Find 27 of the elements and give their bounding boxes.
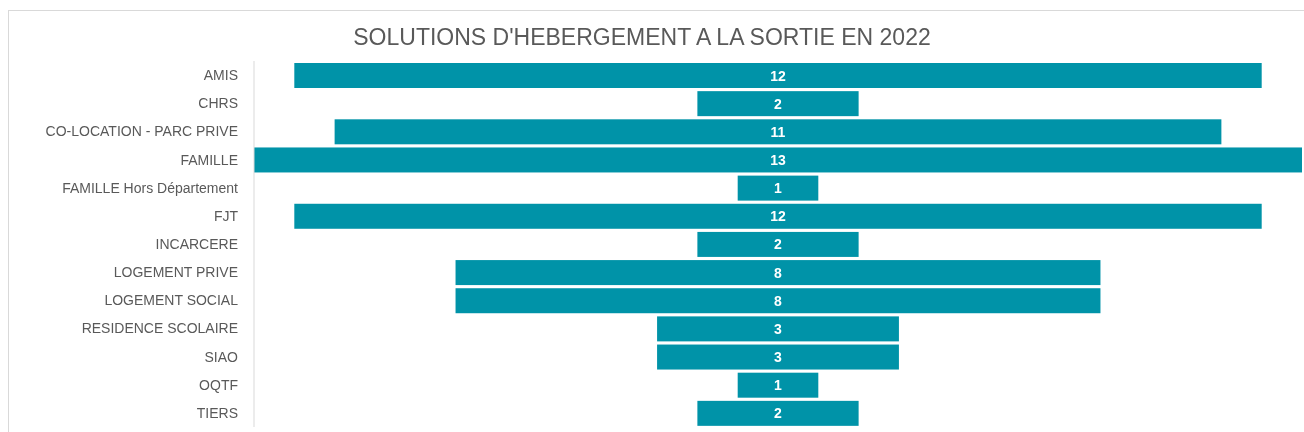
data-label: 2 (774, 405, 783, 422)
data-label: 2 (774, 236, 783, 253)
category-label: AMIS (203, 67, 238, 84)
data-label: 2 (774, 95, 783, 112)
category-label: OQTF (199, 376, 238, 393)
data-label: 1 (774, 377, 783, 394)
category-label: FAMILLE (180, 151, 238, 168)
data-label: 12 (770, 67, 786, 84)
data-label: 3 (774, 320, 783, 337)
data-label: 3 (774, 349, 783, 366)
category-label: RESIDENCE SCOLAIRE (81, 320, 238, 337)
text: SOLUTIONS D'HEBERGEMENT A LA SORTIE EN 2022 (352, 23, 932, 52)
category-label: CO-LOCATION - PARC PRIVE (45, 123, 238, 140)
data-label: 11 (770, 123, 786, 140)
data-label: 8 (774, 292, 783, 309)
data-label: 12 (770, 208, 786, 225)
category-label: FAMILLE Hors Département (62, 179, 239, 196)
category-label: SIAO (204, 348, 239, 365)
data-label: 13 (770, 151, 786, 168)
category-label: INCARCERE (155, 235, 238, 252)
category-label: TIERS (196, 404, 238, 421)
category-label: FJT (213, 207, 239, 224)
category-label: CHRS (198, 95, 238, 112)
category-label: LOGEMENT SOCIAL (104, 292, 239, 309)
data-label: 8 (774, 264, 783, 281)
category-label: LOGEMENT PRIVE (113, 264, 238, 281)
data-label: 1 (774, 180, 783, 197)
